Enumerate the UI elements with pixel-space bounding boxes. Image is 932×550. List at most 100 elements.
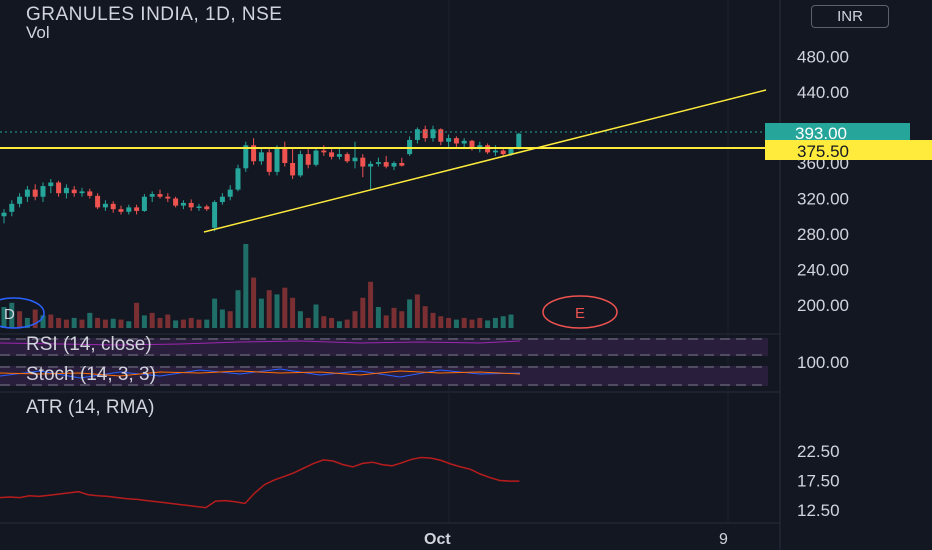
candle-body (266, 152, 272, 172)
candle-body (188, 202, 194, 208)
stoch-axis-tick: 100.00 (797, 353, 849, 372)
candle-body (134, 207, 140, 211)
price-axis-tick: 480.00 (797, 48, 849, 67)
candle-body (17, 196, 23, 204)
candle-body (508, 148, 514, 155)
candle-body (500, 150, 506, 155)
volume-bar (87, 312, 93, 328)
volume-bar (290, 297, 296, 328)
volume-bar (430, 312, 436, 328)
volume-bar (165, 314, 171, 328)
candle-body (243, 145, 249, 169)
candle-body (173, 198, 179, 206)
candle-body (212, 202, 218, 228)
volume-bar (321, 316, 327, 328)
volume-bar (344, 319, 350, 328)
volume-bar (438, 316, 444, 328)
candle-body (180, 202, 186, 206)
candle-body (344, 154, 350, 162)
candle-body (336, 154, 342, 157)
volume-bar (258, 298, 264, 328)
volume-bar (375, 307, 381, 328)
volume-bar (461, 317, 467, 328)
candle-body (56, 182, 62, 194)
volume-bar (336, 321, 342, 328)
volume-bar (157, 317, 163, 328)
volume-bar (173, 320, 179, 328)
stoch-label[interactable]: Stoch (14, 3, 3) (26, 364, 156, 385)
volume-bar (1, 307, 7, 328)
volume-bar (227, 311, 233, 328)
volume-bar (266, 290, 272, 328)
volume-bar (188, 317, 194, 328)
candle-body (360, 157, 366, 167)
rsi-label[interactable]: RSI (14, close) (26, 334, 152, 355)
atr-axis-tick: 22.50 (797, 442, 840, 461)
candle-body (469, 140, 475, 149)
time-axis-tick: Oct (424, 531, 451, 548)
price-axis-tick: 200.00 (797, 296, 849, 315)
volume-bar (360, 297, 366, 328)
candle-body (297, 154, 303, 176)
candle-body (352, 157, 358, 162)
level-price-tag-bg (765, 140, 932, 160)
volume-bar (219, 309, 225, 328)
volume-bar (40, 315, 46, 328)
volume-bar (414, 294, 420, 328)
volume-bar (399, 311, 405, 328)
candle-body (102, 203, 108, 208)
volume-bar (235, 290, 241, 328)
candle-body (235, 168, 241, 190)
candle-body (282, 148, 288, 163)
earnings-marker-label: E (575, 305, 585, 322)
candle-body (1, 212, 7, 217)
candle-body (165, 196, 171, 199)
price-axis-tick: 280.00 (797, 225, 849, 244)
volume-bar (485, 320, 491, 328)
atr-axis-tick: 12.50 (797, 501, 840, 520)
dividend-marker-label: D (4, 306, 15, 323)
volume-bar (305, 317, 311, 328)
candle-body (149, 194, 155, 197)
volume-bar (469, 319, 475, 328)
volume-bar (492, 317, 498, 328)
candle-body (95, 195, 101, 208)
candle-body (329, 152, 335, 157)
candle-body (492, 150, 498, 153)
atr-label[interactable]: ATR (14, RMA) (26, 397, 155, 418)
volume-bar (477, 317, 483, 328)
atr-axis-tick: 17.50 (797, 472, 840, 491)
candle-body (251, 145, 257, 162)
chart-title[interactable]: GRANULES INDIA, 1D, NSE (26, 4, 283, 25)
volume-bar (297, 311, 303, 328)
volume-bar (204, 319, 210, 328)
currency-button[interactable]: INR (811, 5, 889, 28)
volume-bar (453, 319, 459, 328)
dividend-marker[interactable] (0, 297, 45, 329)
candle-body (118, 209, 124, 212)
candle-body (126, 207, 132, 212)
candle-body (438, 129, 444, 142)
volume-bar (422, 306, 428, 328)
volume-bar (196, 319, 202, 328)
volume-bar (180, 319, 186, 328)
last-price-tag: 393.00 (795, 124, 847, 143)
level-price-tag: 375.50 (797, 142, 849, 161)
atr-line (0, 456, 520, 509)
volume-bar (282, 287, 288, 328)
volume-bar (508, 314, 514, 328)
candle-body (399, 163, 405, 166)
price-axis-tick: 320.00 (797, 190, 849, 209)
trend-line[interactable] (203, 89, 767, 233)
candle-body (461, 140, 467, 144)
candle-body (32, 189, 38, 197)
candle-body (9, 203, 15, 212)
volume-label[interactable]: Vol (26, 23, 50, 42)
volume-bar (274, 294, 280, 328)
volume-bar (118, 319, 124, 328)
candle-body (196, 206, 202, 208)
volume-bar (9, 302, 15, 328)
earnings-marker[interactable] (542, 295, 618, 329)
candle-body (305, 154, 311, 165)
